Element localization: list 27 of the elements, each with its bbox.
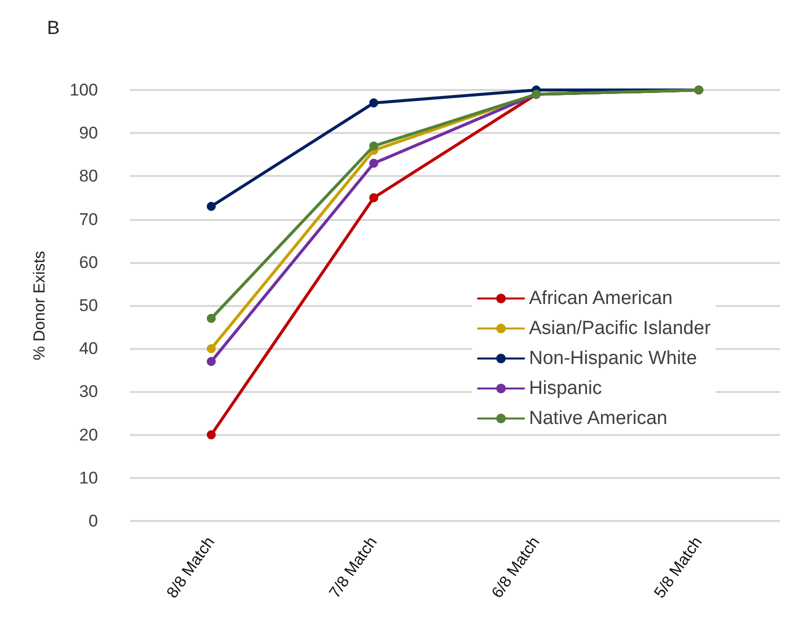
y-tick-label: 90: [79, 124, 98, 143]
legend-label: Native American: [529, 408, 668, 429]
y-tick-label: 60: [79, 252, 98, 272]
point: [206, 430, 216, 440]
y-tick-label: 0: [88, 512, 98, 530]
legend-label: African American: [529, 288, 673, 309]
y-tick-label: 80: [79, 166, 98, 186]
point: [206, 314, 216, 323]
y-axis-title: % Donor Exists: [32, 250, 48, 360]
point: [206, 344, 216, 354]
legend-label: Asian/Pacific Islander: [529, 318, 712, 339]
point: [369, 193, 378, 202]
y-tick-label: 100: [70, 80, 98, 100]
point: [369, 158, 378, 168]
point: [206, 357, 216, 366]
legend-label: Hispanic: [529, 378, 602, 399]
y-tick-label: 40: [79, 339, 98, 358]
y-tick-label: 50: [79, 296, 98, 315]
chart-title: B: [47, 18, 60, 39]
point: [369, 98, 378, 108]
y-tick-label: 10: [79, 468, 98, 488]
y-tick-label: 30: [79, 382, 98, 402]
point: [369, 142, 378, 151]
y-tick-label: 20: [79, 425, 98, 444]
point: [206, 202, 216, 211]
legend-label: Non-Hispanic White: [529, 348, 697, 369]
y-tick-label: 70: [79, 210, 98, 229]
